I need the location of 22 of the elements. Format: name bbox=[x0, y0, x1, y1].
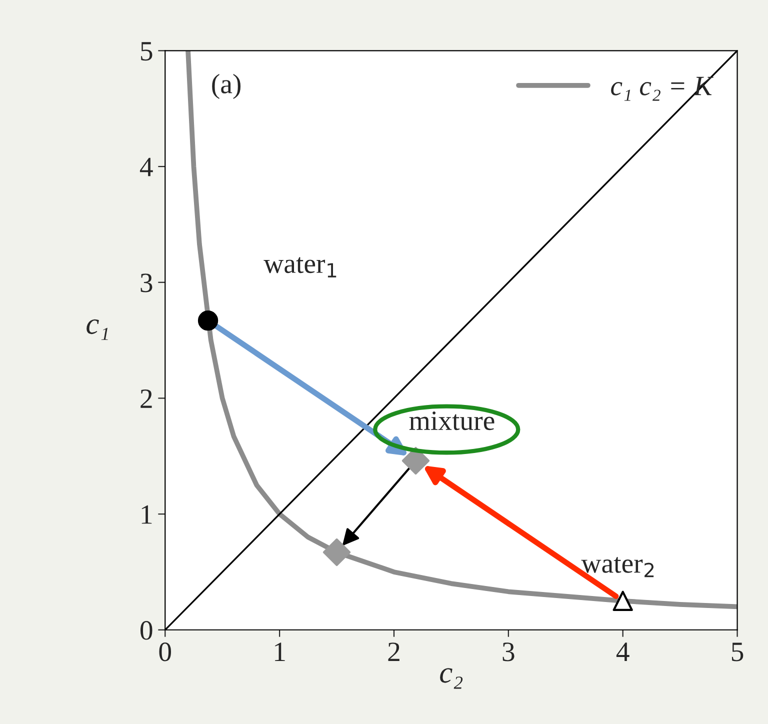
x-tick-label: 2 bbox=[388, 642, 400, 661]
y-tick-label: 5 bbox=[141, 42, 152, 61]
point bbox=[402, 446, 430, 475]
x-tick-label: 3 bbox=[502, 642, 514, 662]
point bbox=[198, 310, 218, 331]
y-tick-label: 3 bbox=[140, 274, 152, 292]
y-tick-label: 4 bbox=[140, 158, 153, 176]
point bbox=[322, 538, 351, 566]
annotation: water$_{2}$ bbox=[581, 556, 654, 578]
x-axis-title: c₂ bbox=[440, 668, 463, 689]
x-tick-label: 0 bbox=[159, 642, 172, 662]
y-axis-title: c₁ bbox=[86, 319, 108, 340]
annotation: (a) bbox=[212, 74, 240, 100]
annotation: mixture bbox=[409, 411, 494, 430]
annotation: water$_{1}$ bbox=[264, 257, 336, 278]
x-tick-label: 1 bbox=[275, 642, 285, 661]
y-tick-label: 2 bbox=[140, 389, 152, 408]
y-tick-label: 1 bbox=[142, 505, 152, 524]
point bbox=[612, 590, 633, 612]
x-tick-label: 4 bbox=[616, 642, 630, 661]
y-tick-label: 0 bbox=[140, 621, 152, 640]
x-tick-label: 5 bbox=[732, 642, 744, 662]
